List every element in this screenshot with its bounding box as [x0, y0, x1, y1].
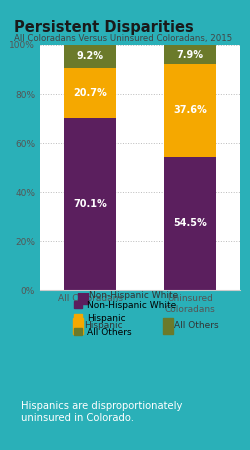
Text: 7.9%: 7.9% — [176, 50, 204, 60]
Text: 54.5%: 54.5% — [173, 218, 207, 229]
Text: 20.7%: 20.7% — [73, 88, 107, 98]
Text: All Coloradans Versus Uninsured Coloradans, 2015: All Coloradans Versus Uninsured Colorada… — [14, 34, 232, 43]
Bar — [164, 64, 216, 157]
Text: Hispanics are disproportionately
uninsured in Colorado.: Hispanics are disproportionately uninsur… — [21, 401, 182, 423]
FancyBboxPatch shape — [78, 288, 88, 304]
Bar — [164, 45, 216, 64]
FancyBboxPatch shape — [73, 318, 83, 334]
Bar — [64, 68, 116, 118]
Text: All Others: All Others — [174, 321, 219, 330]
Text: Persistent Disparities: Persistent Disparities — [14, 20, 194, 35]
Bar — [64, 118, 116, 290]
Bar — [64, 45, 116, 68]
Text: Non-Hispanic White: Non-Hispanic White — [89, 292, 178, 301]
Legend: Non-Hispanic White, Hispanic, All Others: Non-Hispanic White, Hispanic, All Others — [70, 297, 180, 340]
Text: 70.1%: 70.1% — [73, 199, 107, 209]
FancyBboxPatch shape — [163, 318, 173, 334]
Text: 9.2%: 9.2% — [76, 51, 104, 61]
Text: Hispanic: Hispanic — [84, 321, 123, 330]
Bar — [164, 157, 216, 290]
Text: 37.6%: 37.6% — [173, 105, 207, 116]
